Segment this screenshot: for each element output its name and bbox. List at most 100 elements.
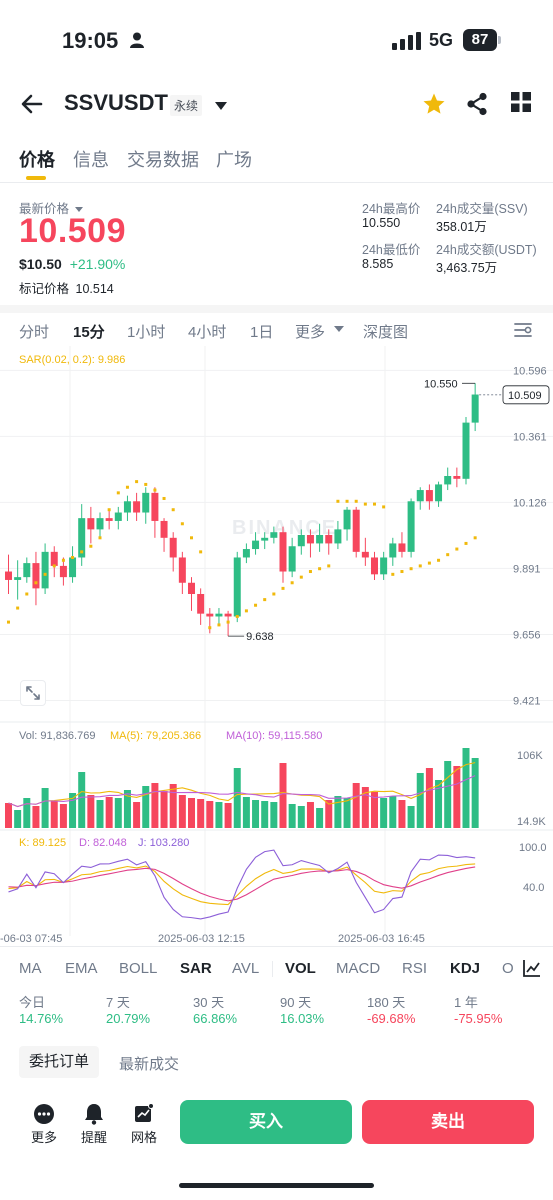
tf-1h[interactable]: 1小时: [127, 324, 166, 341]
mark-price-row: 标记价格 10.514: [19, 282, 114, 296]
grid-menu-icon[interactable]: [511, 92, 531, 117]
candle-body: [435, 484, 443, 502]
expand-icon: [26, 686, 40, 700]
volume-bar: [50, 801, 58, 828]
ma10-label: MA(10): 59,115.580: [226, 730, 322, 742]
caret-down-icon: [74, 207, 83, 212]
back-arrow-icon[interactable]: [20, 92, 44, 121]
high-marker-label: 10.550: [424, 378, 458, 390]
volume-label: Vol: 91,836.769: [19, 730, 95, 742]
sar-dot: [43, 572, 47, 576]
indicator-chart-icon[interactable]: [522, 958, 542, 978]
fullscreen-button[interactable]: [20, 680, 46, 706]
candle-body: [279, 532, 287, 572]
perf-value: -75.95%: [454, 1011, 503, 1026]
kdj-d-label: D: 82.048: [79, 837, 127, 849]
price-axis-label: 9.891: [513, 563, 541, 575]
volume-bar: [14, 810, 22, 828]
volume-bar: [371, 792, 378, 828]
volume-bar: [453, 766, 461, 828]
ind-ema[interactable]: EMA: [65, 960, 98, 977]
tab-orders[interactable]: 委托订单: [19, 1046, 99, 1078]
tab-square[interactable]: 广场: [216, 150, 252, 170]
ind-ma[interactable]: MA: [19, 960, 42, 977]
volume-bar: [444, 761, 452, 828]
ind-vol[interactable]: VOL: [285, 960, 316, 977]
current-price-box: [502, 385, 550, 405]
volume-bar: [114, 798, 122, 828]
candle-body: [270, 532, 278, 538]
sar-dot: [473, 536, 477, 540]
sar-dot: [455, 547, 459, 551]
share-icon[interactable]: [466, 92, 488, 121]
ind-rsi[interactable]: RSI: [402, 960, 428, 977]
tf-1d[interactable]: 1日: [250, 324, 274, 341]
candle-body: [178, 557, 186, 583]
sar-dot: [336, 499, 340, 503]
grid-bot-icon[interactable]: [134, 1103, 154, 1123]
candle-body: [206, 613, 214, 617]
candle-body: [78, 518, 86, 558]
volume-bar: [389, 796, 397, 828]
sar-dot: [263, 598, 267, 602]
sar-dot: [34, 581, 38, 585]
ind-boll[interactable]: BOLL: [119, 960, 158, 977]
chart-settings-icon[interactable]: [514, 322, 532, 338]
ma5-label: MA(5): 79,205.366: [110, 730, 201, 742]
candle-body: [453, 476, 461, 479]
volume-bar: [32, 806, 40, 828]
sar-dot: [199, 550, 203, 554]
tab-latest-trades[interactable]: 最新成交: [119, 1056, 180, 1073]
sar-dot: [190, 536, 193, 540]
kdj-axis-top: 100.0: [519, 842, 547, 854]
tab-info[interactable]: 信息: [73, 150, 109, 170]
low-label: 24h最低价: [362, 243, 421, 257]
tf-15m[interactable]: 15分: [73, 324, 105, 341]
bell-icon[interactable]: [84, 1103, 104, 1125]
sar-dot: [89, 544, 93, 548]
volume-bar: [462, 748, 470, 828]
symbol-title[interactable]: SSVUSDT: [64, 90, 168, 115]
candle-body: [59, 565, 67, 578]
sar-dot: [409, 567, 413, 571]
sar-label: SAR(0.02, 0.2): 9.986: [19, 354, 125, 366]
candle-body: [343, 509, 351, 530]
volume-bar: [242, 797, 250, 828]
signal-icon: [392, 32, 422, 55]
volume-bar: [142, 786, 150, 828]
tab-price[interactable]: 价格: [19, 150, 55, 170]
alert-label[interactable]: 提醒: [80, 1130, 107, 1145]
ind-avl[interactable]: AVL: [232, 960, 260, 977]
volume-bar: [151, 783, 159, 828]
tf-4h[interactable]: 4小时: [188, 324, 227, 341]
sar-dot: [400, 570, 404, 574]
grid-label[interactable]: 网格: [130, 1130, 157, 1145]
sell-button[interactable]: 卖出: [362, 1100, 534, 1144]
volume-bar: [306, 802, 314, 828]
volume-axis-top: 106K: [517, 750, 543, 762]
tf-more[interactable]: 更多: [295, 324, 326, 341]
tab-trading-data[interactable]: 交易数据: [127, 150, 199, 170]
ind-macd[interactable]: MACD: [336, 960, 381, 977]
volume-bar: [279, 763, 287, 828]
latest-price-label[interactable]: 最新价格: [19, 198, 83, 217]
ind-kdj[interactable]: KDJ: [450, 960, 481, 977]
more-caret-icon[interactable]: [334, 326, 344, 333]
tf-depth[interactable]: 深度图: [363, 324, 409, 341]
sar-dot: [363, 502, 367, 506]
symbol-dropdown-icon[interactable]: [215, 98, 227, 116]
sar-dot: [318, 567, 322, 571]
star-icon[interactable]: [422, 92, 446, 121]
price-chart[interactable]: 10.596 10.361 10.126 9.891 9.656 9.421 BINANCE…: [0, 346, 553, 946]
price-usd: $10.50: [19, 256, 62, 272]
tf-line[interactable]: 分时: [19, 324, 50, 341]
ind-other[interactable]: O: [502, 960, 514, 977]
buy-button[interactable]: 买入: [180, 1100, 352, 1144]
ind-sar[interactable]: SAR: [180, 960, 212, 977]
more-icon[interactable]: [34, 1104, 54, 1124]
more-label[interactable]: 更多: [30, 1130, 57, 1145]
candle-body: [160, 520, 168, 538]
volume-bar: [407, 806, 415, 828]
latest-price: 10.509: [19, 212, 126, 250]
ma10-line: [8, 775, 476, 808]
